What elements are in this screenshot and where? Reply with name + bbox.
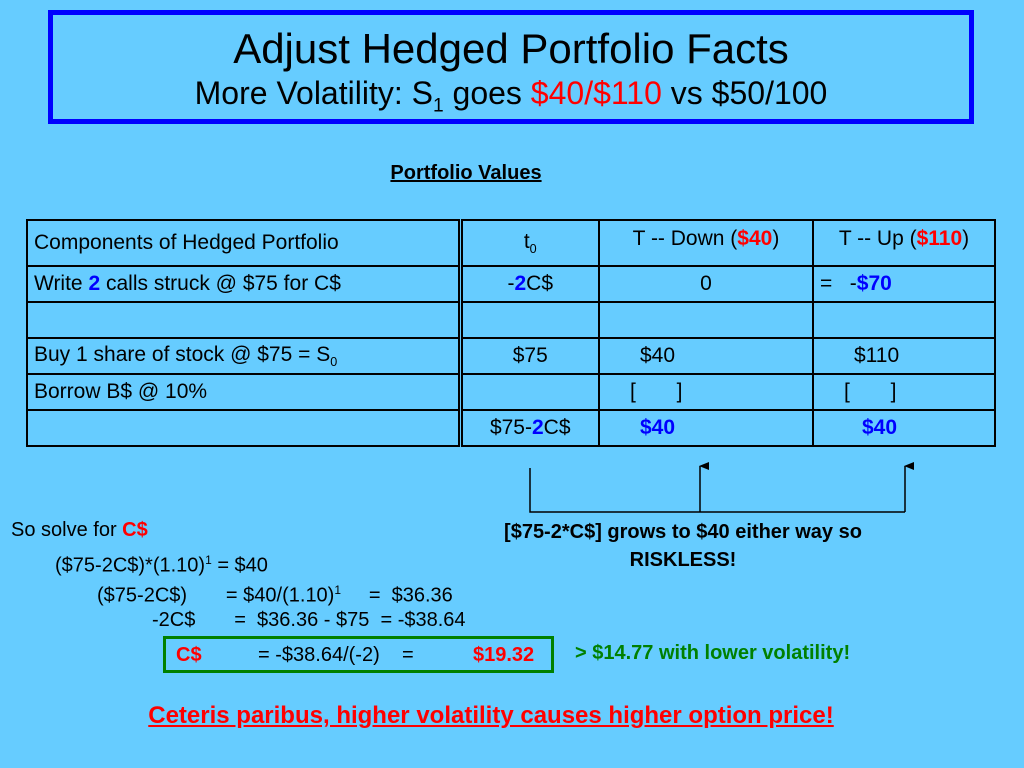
table-row-borrow: Borrow B$ @ 10% [ ] [ ] — [26, 373, 996, 411]
stock-label: Buy 1 share of stock @ $75 = S0 — [26, 337, 463, 375]
solve-line-1-sup: 1 — [205, 553, 212, 567]
calls-up-value: $70 — [856, 272, 892, 295]
total-t0-suffix: C$ — [543, 416, 571, 439]
calls-up: = -$70 — [812, 265, 996, 303]
table-row-stock: Buy 1 share of stock @ $75 = S0 $75 $40 … — [26, 337, 996, 375]
header-down: T -- Down ($40) — [598, 219, 814, 267]
table-row-calls: Write 2 calls struck @ $75 for C$ -2C$ 0… — [26, 265, 996, 303]
borrow-up: [ ] — [812, 373, 996, 411]
solve-line-1-b: = $40 — [211, 554, 268, 577]
borrow-t0 — [459, 373, 600, 411]
title-box: Adjust Hedged Portfolio Facts More Volat… — [48, 10, 974, 124]
calls-down: 0 — [598, 265, 814, 303]
subtitle-suffix: vs $50/100 — [661, 75, 828, 111]
hedged-portfolio-table: Components of Hedged Portfolio t0 T -- D… — [26, 219, 996, 447]
calls-t0-suffix: C$ — [526, 272, 554, 295]
slide-subtitle: More Volatility: S1 goes $40/$110 vs $50… — [53, 73, 969, 126]
riskless-note: [$75-2*C$] grows to $40 either way so RI… — [504, 521, 862, 571]
header-down-value: $40 — [737, 227, 773, 250]
borrow-label: Borrow B$ @ 10% — [26, 373, 463, 411]
answer-result: $19.32 — [473, 644, 535, 666]
conclusion: Ceteris paribus, higher volatility cause… — [148, 702, 834, 729]
total-down: $40 — [598, 409, 814, 447]
slide-title: Adjust Hedged Portfolio Facts — [233, 25, 789, 72]
solve-line-2-sup: 1 — [334, 583, 342, 597]
stock-label-text: Buy 1 share of stock @ $75 = S — [34, 342, 331, 366]
portfolio-values-heading: Portfolio Values — [390, 162, 542, 184]
answer-expression: = -$38.64/(-2) = — [258, 644, 414, 666]
solve-intro-prefix: So solve for — [11, 519, 123, 541]
solve-line-3: -2C$ = $36.36 - $75 = -$38.64 — [152, 609, 466, 631]
table-row-empty — [26, 301, 996, 339]
total-up: $40 — [812, 409, 996, 447]
solve-line-2-a: ($75-2C$) = $40/(1.10) — [97, 584, 335, 607]
calls-label-suffix: calls struck @ $75 for C$ — [100, 272, 341, 295]
empty-cell — [459, 301, 600, 339]
solve-line-2-b: = $36.36 — [341, 584, 453, 607]
total-label — [26, 409, 463, 447]
header-up-prefix: T -- Up ( — [838, 227, 917, 250]
header-components: Components of Hedged Portfolio — [26, 219, 463, 267]
calls-label: Write 2 calls struck @ $75 for C$ — [26, 265, 463, 303]
header-t0-sub: 0 — [529, 242, 537, 257]
borrow-down: [ ] — [598, 373, 814, 411]
lower-volatility-note: > $14.77 with lower volatility! — [575, 642, 851, 664]
header-down-prefix: T -- Down ( — [632, 227, 738, 250]
table-header-row: Components of Hedged Portfolio t0 T -- D… — [26, 219, 996, 267]
subtitle-subscript: 1 — [432, 95, 444, 117]
solve-intro: So solve for C$ — [11, 518, 148, 542]
stock-up: $110 — [812, 337, 996, 375]
solve-line-2: ($75-2C$) = $40/(1.10)1 = $36.36 — [97, 578, 453, 608]
total-t0-num: 2 — [531, 416, 544, 439]
answer-box: C$ = -$38.64/(-2) = $19.32 — [163, 636, 554, 673]
subtitle-highlight: $40/$110 — [530, 75, 662, 111]
header-t0: t0 — [459, 219, 600, 267]
solve-line-1-a: ($75-2C$)*(1.10) — [55, 554, 206, 577]
connector-line — [529, 468, 905, 513]
calls-label-num: 2 — [88, 272, 101, 295]
subtitle-prefix: More Volatility: S — [194, 75, 433, 111]
calls-up-eq: = - — [820, 272, 857, 295]
stock-down: $40 — [598, 337, 814, 375]
stock-t0: $75 — [459, 337, 600, 375]
total-t0-prefix: $75- — [489, 416, 532, 439]
total-t0: $75-2C$ — [459, 409, 600, 447]
table-row-total: $75-2C$ $40 $40 — [26, 409, 996, 447]
header-up-suffix: ) — [962, 227, 970, 250]
empty-cell — [812, 301, 996, 339]
header-up-value: $110 — [916, 227, 963, 250]
header-up: T -- Up ($110) — [812, 219, 996, 267]
calls-t0-num: 2 — [514, 272, 527, 295]
empty-cell — [26, 301, 463, 339]
subtitle-goes: goes — [443, 75, 531, 111]
header-t0-label: t — [523, 229, 530, 253]
calls-t0: -2C$ — [459, 265, 600, 303]
calls-label-prefix: Write — [34, 272, 89, 295]
solve-line-1: ($75-2C$)*(1.10)1 = $40 — [55, 548, 268, 578]
header-down-suffix: ) — [772, 227, 780, 250]
stock-label-sub: 0 — [330, 355, 338, 370]
answer-var: C$ — [176, 644, 202, 666]
calls-t0-prefix: - — [507, 272, 515, 295]
empty-cell — [598, 301, 814, 339]
solve-intro-var: C$ — [122, 519, 148, 541]
